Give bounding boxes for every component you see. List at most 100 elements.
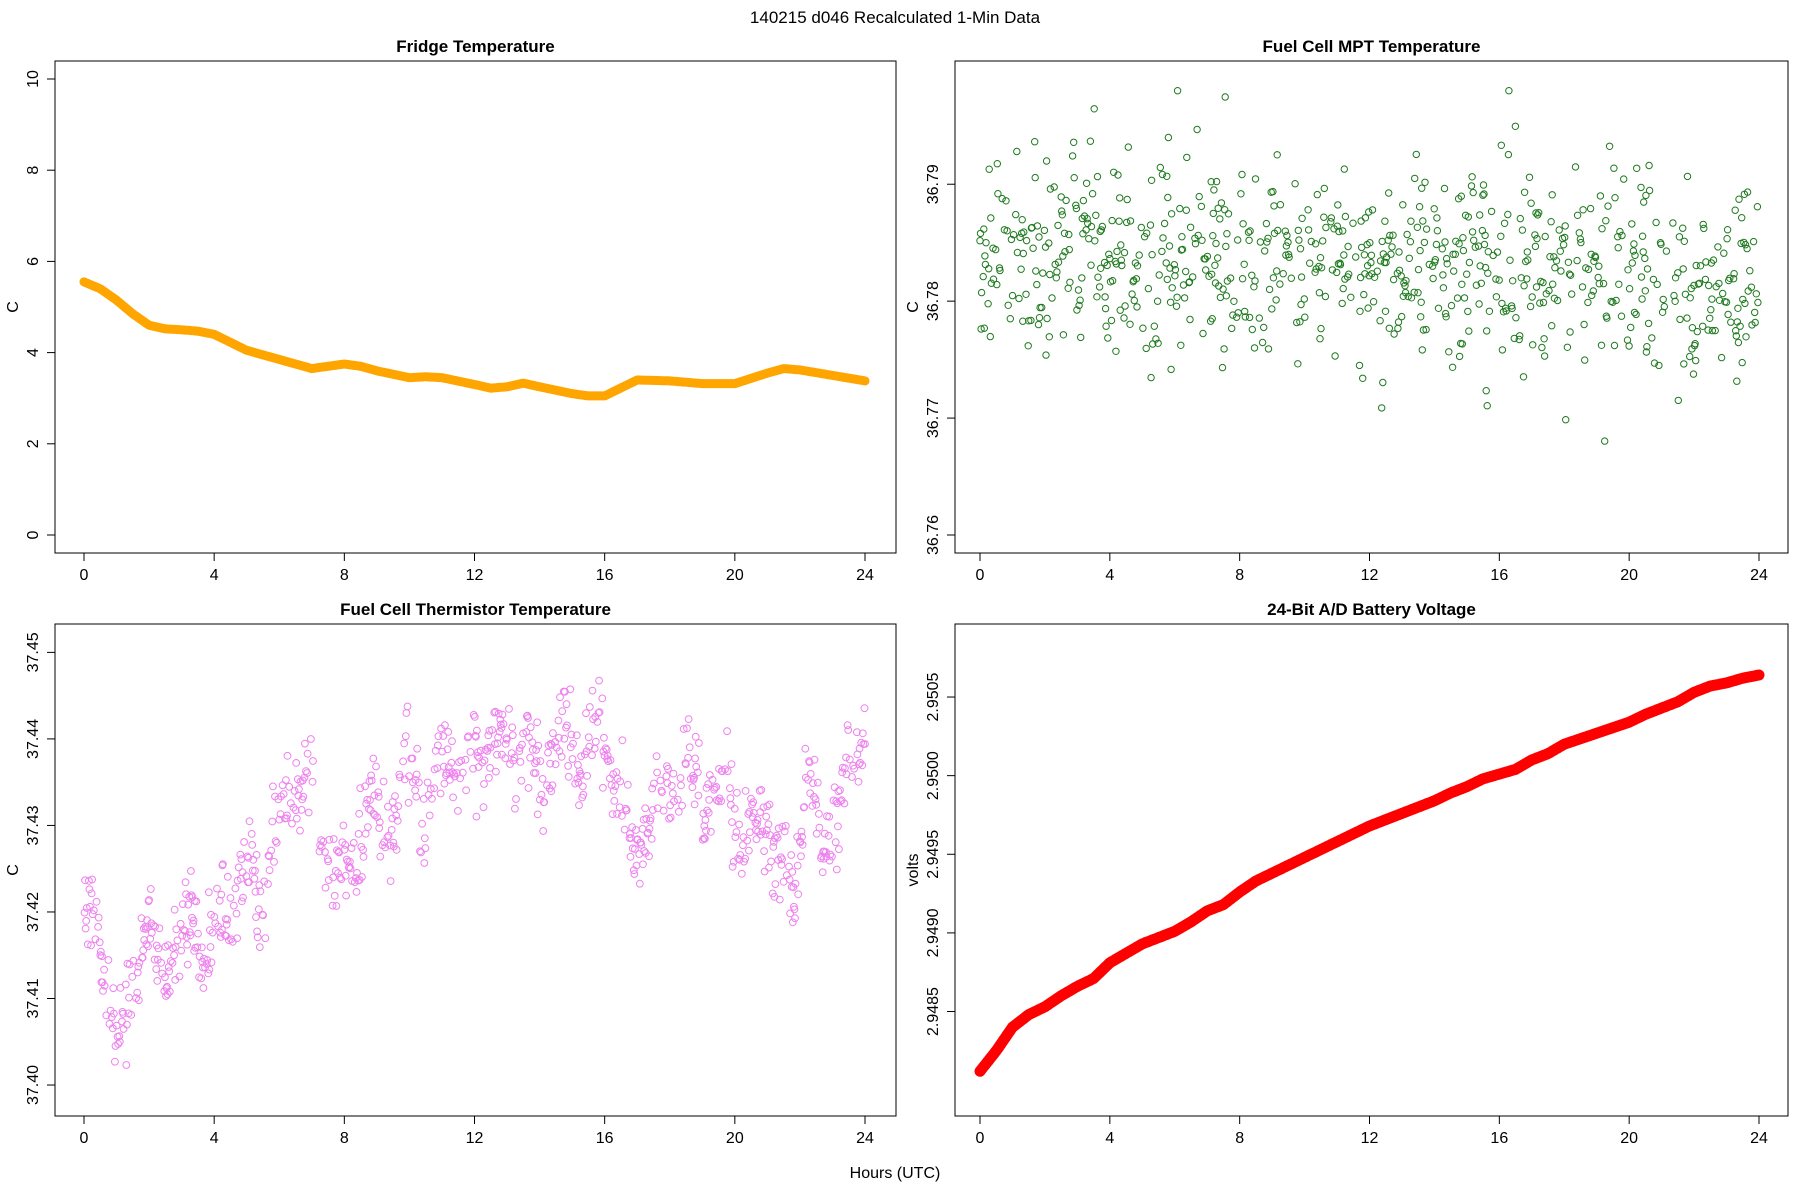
data-point [1082, 179, 1091, 188]
data-point [1620, 175, 1628, 183]
data-point [979, 272, 987, 281]
data-point [1207, 178, 1215, 186]
data-point [611, 782, 620, 790]
data-point [1238, 170, 1246, 179]
x-tick-label: 12 [1361, 567, 1379, 584]
series-line [974, 669, 1765, 1077]
data-point [1719, 289, 1727, 298]
data-point [119, 1009, 127, 1018]
data-point [1638, 295, 1646, 303]
data-point [728, 862, 737, 871]
data-point [374, 792, 383, 801]
y-tick-label: 2 [25, 439, 42, 448]
data-point [1457, 192, 1466, 200]
data-point [1298, 214, 1306, 223]
data-point [317, 836, 326, 844]
data-point [455, 758, 463, 766]
data-point [294, 791, 303, 800]
data-point [1355, 361, 1364, 370]
plot-frame [54, 623, 897, 1117]
data-point [1376, 317, 1384, 325]
data-point [1237, 190, 1245, 198]
data-point [1402, 277, 1410, 285]
data-point [1515, 335, 1523, 344]
data-point [102, 1011, 111, 1020]
y-tick-label: 6 [25, 257, 42, 266]
data-point [760, 867, 769, 876]
data-point [635, 879, 644, 888]
data-point [493, 739, 502, 748]
data-point [533, 718, 542, 727]
data-point [426, 785, 435, 793]
data-point [753, 819, 761, 828]
data-point [1484, 269, 1492, 277]
data-point [1597, 341, 1606, 349]
data-point [1645, 161, 1653, 170]
data-point [142, 925, 150, 933]
data-point [193, 943, 202, 952]
data-point [762, 812, 771, 821]
data-point [1688, 324, 1697, 332]
data-point [813, 778, 822, 787]
data-point [1696, 262, 1705, 270]
data-point [579, 790, 588, 799]
data-point [484, 731, 493, 740]
data-point [170, 951, 179, 960]
data-point [1046, 185, 1055, 193]
data-point [411, 786, 420, 795]
data-point [796, 838, 805, 847]
data-point [479, 803, 488, 812]
data-point [733, 788, 741, 797]
data-point [1335, 227, 1343, 236]
data-point [564, 762, 572, 770]
data-point [1564, 258, 1573, 266]
data-point [564, 772, 573, 781]
data-point [1477, 279, 1486, 287]
data-point [1191, 240, 1200, 248]
data-point [1439, 284, 1448, 292]
data-point [297, 806, 306, 814]
data-point [631, 845, 639, 853]
data-point [1414, 265, 1423, 274]
data-point [831, 838, 840, 847]
data-point [226, 894, 235, 902]
data-point [1216, 293, 1225, 302]
data-point [330, 891, 339, 900]
data-point [299, 792, 308, 801]
data-point [1386, 231, 1394, 240]
data-point [1498, 299, 1506, 308]
data-point [1442, 313, 1450, 321]
data-point [1186, 315, 1194, 324]
data-point [303, 749, 312, 758]
data-point [1333, 222, 1342, 230]
data-point [1681, 290, 1690, 298]
data-point [695, 739, 703, 747]
data-point [1123, 195, 1131, 204]
data-point [1124, 143, 1133, 151]
data-point [704, 780, 712, 788]
y-tick-label: 2.9500 [925, 751, 942, 800]
y-tick-label: 36.78 [925, 281, 942, 321]
data-point [1339, 227, 1347, 235]
data-point [588, 686, 597, 695]
data-point [1328, 266, 1337, 274]
data-point [525, 733, 533, 742]
data-point [111, 1057, 119, 1066]
data-point [1319, 237, 1327, 245]
data-point [369, 754, 378, 763]
data-point [1476, 262, 1484, 270]
data-point [1284, 250, 1293, 259]
data-point [811, 795, 820, 804]
data-point [123, 1020, 131, 1029]
data-point [1177, 341, 1185, 349]
data-point [166, 957, 175, 965]
data-point [1158, 247, 1166, 256]
data-point [253, 927, 262, 936]
data-point [1293, 318, 1301, 327]
data-point [774, 824, 783, 833]
panel-fuel-cell-mpt-temperature: Fuel Cell MPT Temperature 0 4 8 12 16 20 24 36.7… [905, 37, 1789, 584]
data-point [987, 214, 995, 222]
data-point [764, 820, 773, 829]
data-point [1480, 240, 1489, 249]
data-point [1074, 286, 1083, 294]
